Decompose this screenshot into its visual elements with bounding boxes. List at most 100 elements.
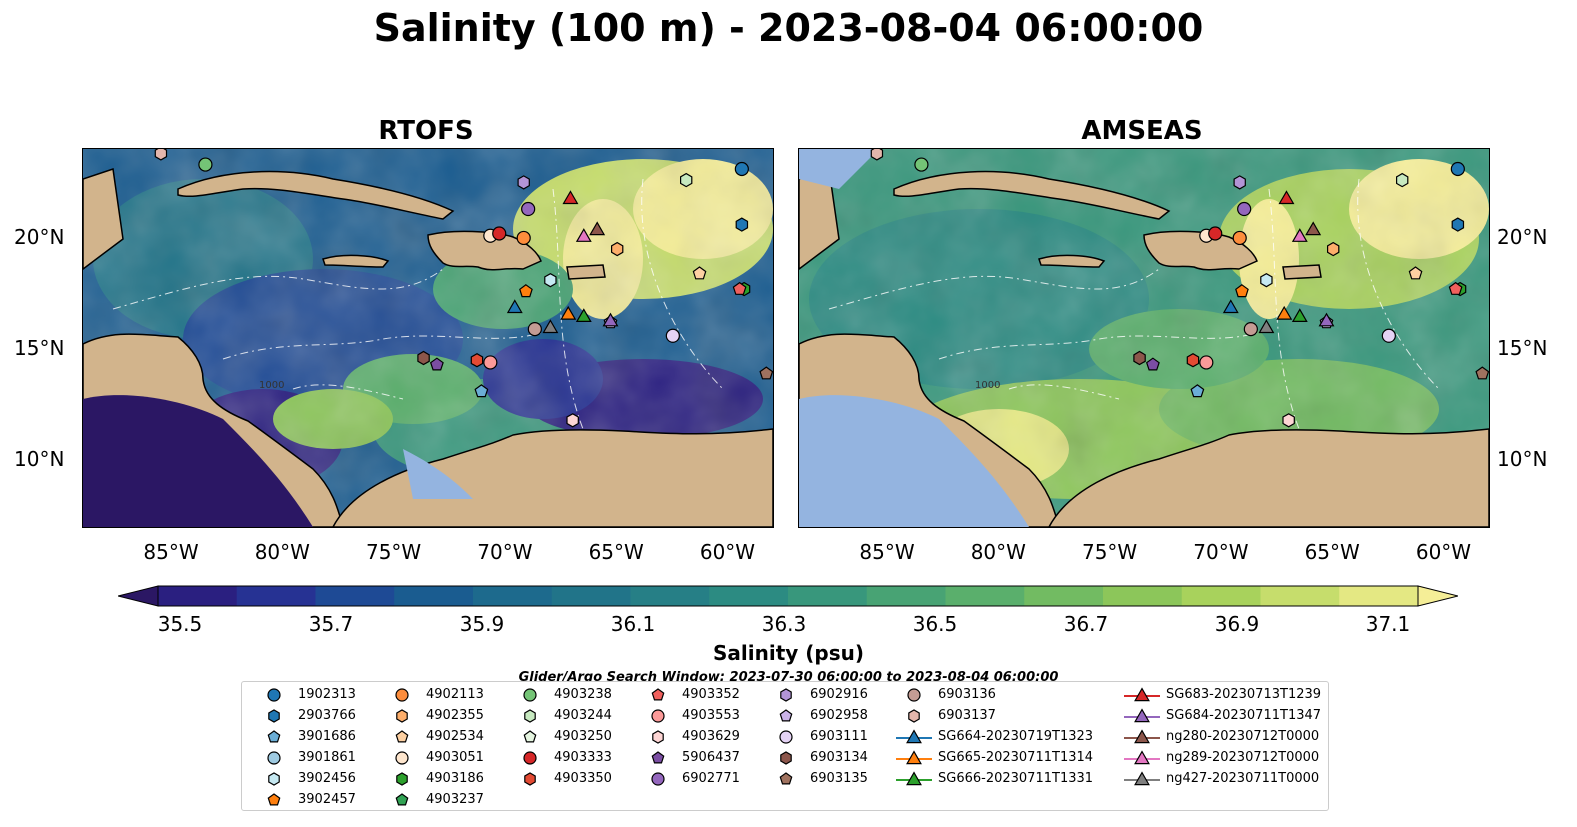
pentagon-marker-icon (395, 793, 409, 806)
pentagon-marker-icon (651, 751, 665, 764)
legend-label: ng280-20230712T0000 (1166, 729, 1320, 744)
legend-marker (906, 729, 922, 744)
circle-marker-icon (267, 688, 281, 702)
legend-marker (267, 688, 281, 702)
hexagon-marker-icon (524, 772, 536, 786)
pentagon-marker-icon (523, 730, 537, 743)
hexagon-marker-icon (396, 772, 408, 786)
legend-label: 6902916 (810, 687, 868, 702)
obs-marker-4903244 (679, 172, 693, 188)
obs-marker-SG684-20230711T1347 (602, 312, 619, 327)
obs-marker-4902534 (692, 266, 707, 280)
x-tick-label: 75°W (1081, 540, 1138, 564)
legend-marker (395, 688, 409, 702)
triangle-marker-icon (1124, 771, 1160, 786)
legend-marker (779, 709, 793, 722)
triangle-marker-icon (1124, 708, 1160, 723)
legend-label: 4902113 (426, 687, 484, 702)
legend-label: 6903111 (810, 729, 868, 744)
legend-marker (651, 751, 665, 764)
y-tick-label-right: 15°N (1497, 336, 1548, 361)
obs-marker-6903134 (417, 350, 430, 366)
obs-marker-5906437 (1145, 357, 1160, 371)
triangle-marker-icon (896, 750, 932, 765)
obs-marker-6903137 (870, 149, 884, 161)
obs-marker-4903350 (470, 353, 484, 368)
obs-marker-4903352 (732, 281, 747, 295)
legend-marker (267, 730, 281, 743)
legend-label: 6902958 (810, 708, 868, 723)
map-panel-rtofs[interactable]: 1000 (82, 148, 774, 528)
ocean-background-amseas (799, 149, 1029, 527)
obs-marker-2903766 (1451, 217, 1465, 232)
legend-marker (651, 688, 665, 701)
legend-marker (268, 709, 280, 723)
legend-label: SG666-20230711T1331 (938, 771, 1094, 786)
legend-label: 3902457 (298, 792, 356, 807)
obs-marker-4902355 (1326, 241, 1340, 257)
map-canvas-amseas: 1000 (799, 149, 1489, 527)
map-panel-amseas[interactable]: 1000 (798, 148, 1490, 528)
obs-marker-SG664-20230719T1323 (1222, 299, 1239, 314)
x-tick-label: 65°W (588, 540, 644, 564)
y-tick-label-left: 10°N (14, 447, 65, 472)
x-tick-label: 70°W (1193, 540, 1249, 564)
obs-marker-6903111 (1381, 328, 1396, 343)
legend-marker (396, 772, 408, 786)
triangle-marker-icon (1124, 687, 1160, 702)
obs-marker-3902456 (544, 273, 557, 288)
obs-marker-SG683-20230713T1239 (1278, 190, 1295, 205)
legend-marker (523, 730, 537, 743)
legend-marker (1134, 729, 1150, 744)
obs-marker-ng427-20230711T0000 (1258, 319, 1275, 334)
circle-marker-icon (523, 751, 537, 765)
legend-label: 4903250 (554, 729, 612, 744)
legend-marker (395, 751, 409, 765)
colorbar-label: Salinity (psu) (712, 641, 864, 665)
colorbar-tick-label: 35.9 (459, 612, 505, 636)
observation-markers-amseas (870, 149, 1489, 428)
colorbar-segment (158, 586, 238, 606)
obs-marker-6902916 (1233, 175, 1246, 190)
x-tick-label: 80°W (254, 540, 310, 564)
legend-marker (1134, 687, 1150, 702)
legend-label: 6903135 (810, 771, 868, 786)
obs-marker-6903137 (154, 149, 168, 161)
obs-marker-4902113 (516, 230, 531, 246)
obs-marker-3901686 (474, 384, 489, 398)
legend-label: SG665-20230711T1314 (938, 750, 1094, 765)
x-tick-label: 60°W (699, 540, 756, 564)
obs-marker-4903238 (198, 157, 213, 172)
obs-marker-6903135 (759, 366, 773, 380)
colorbar-tick-label: 35.7 (308, 612, 354, 636)
legend-label: 3901861 (298, 750, 356, 765)
legend-label: 4903237 (426, 792, 484, 807)
colorbar-tick-label: 36.5 (912, 612, 958, 636)
obs-marker-SG683-20230713T1239 (562, 190, 579, 205)
legend-label: 6902771 (682, 771, 740, 786)
pentagon-marker-icon (395, 730, 409, 743)
obs-marker-1902313 (1450, 161, 1465, 177)
hexagon-marker-icon (524, 709, 536, 723)
circle-marker-icon (395, 751, 409, 765)
legend-label: 1902313 (298, 687, 356, 702)
legend-marker (907, 688, 921, 702)
hexagon-marker-icon (268, 772, 280, 786)
legend-marker (651, 709, 665, 723)
obs-marker-SG666-20230711T1331 (1291, 308, 1308, 322)
legend-marker (780, 751, 792, 765)
colorbar-segment (945, 586, 1025, 606)
obs-marker-4902534 (1408, 266, 1423, 280)
pentagon-marker-icon (267, 730, 281, 743)
obs-marker-SG666-20230711T1331 (575, 308, 592, 322)
legend-marker (523, 751, 537, 765)
triangle-marker-icon (896, 729, 932, 744)
panel-title-rtofs: RTOFS (378, 116, 474, 146)
obs-marker-6903136 (527, 322, 542, 337)
legend-marker (908, 709, 920, 723)
obs-marker-3902456 (1260, 273, 1273, 288)
x-tick-label: 65°W (1304, 540, 1360, 564)
obs-marker-4903553 (483, 355, 498, 370)
panel-title-amseas: AMSEAS (1081, 116, 1203, 146)
colorbar-segment (788, 586, 868, 606)
